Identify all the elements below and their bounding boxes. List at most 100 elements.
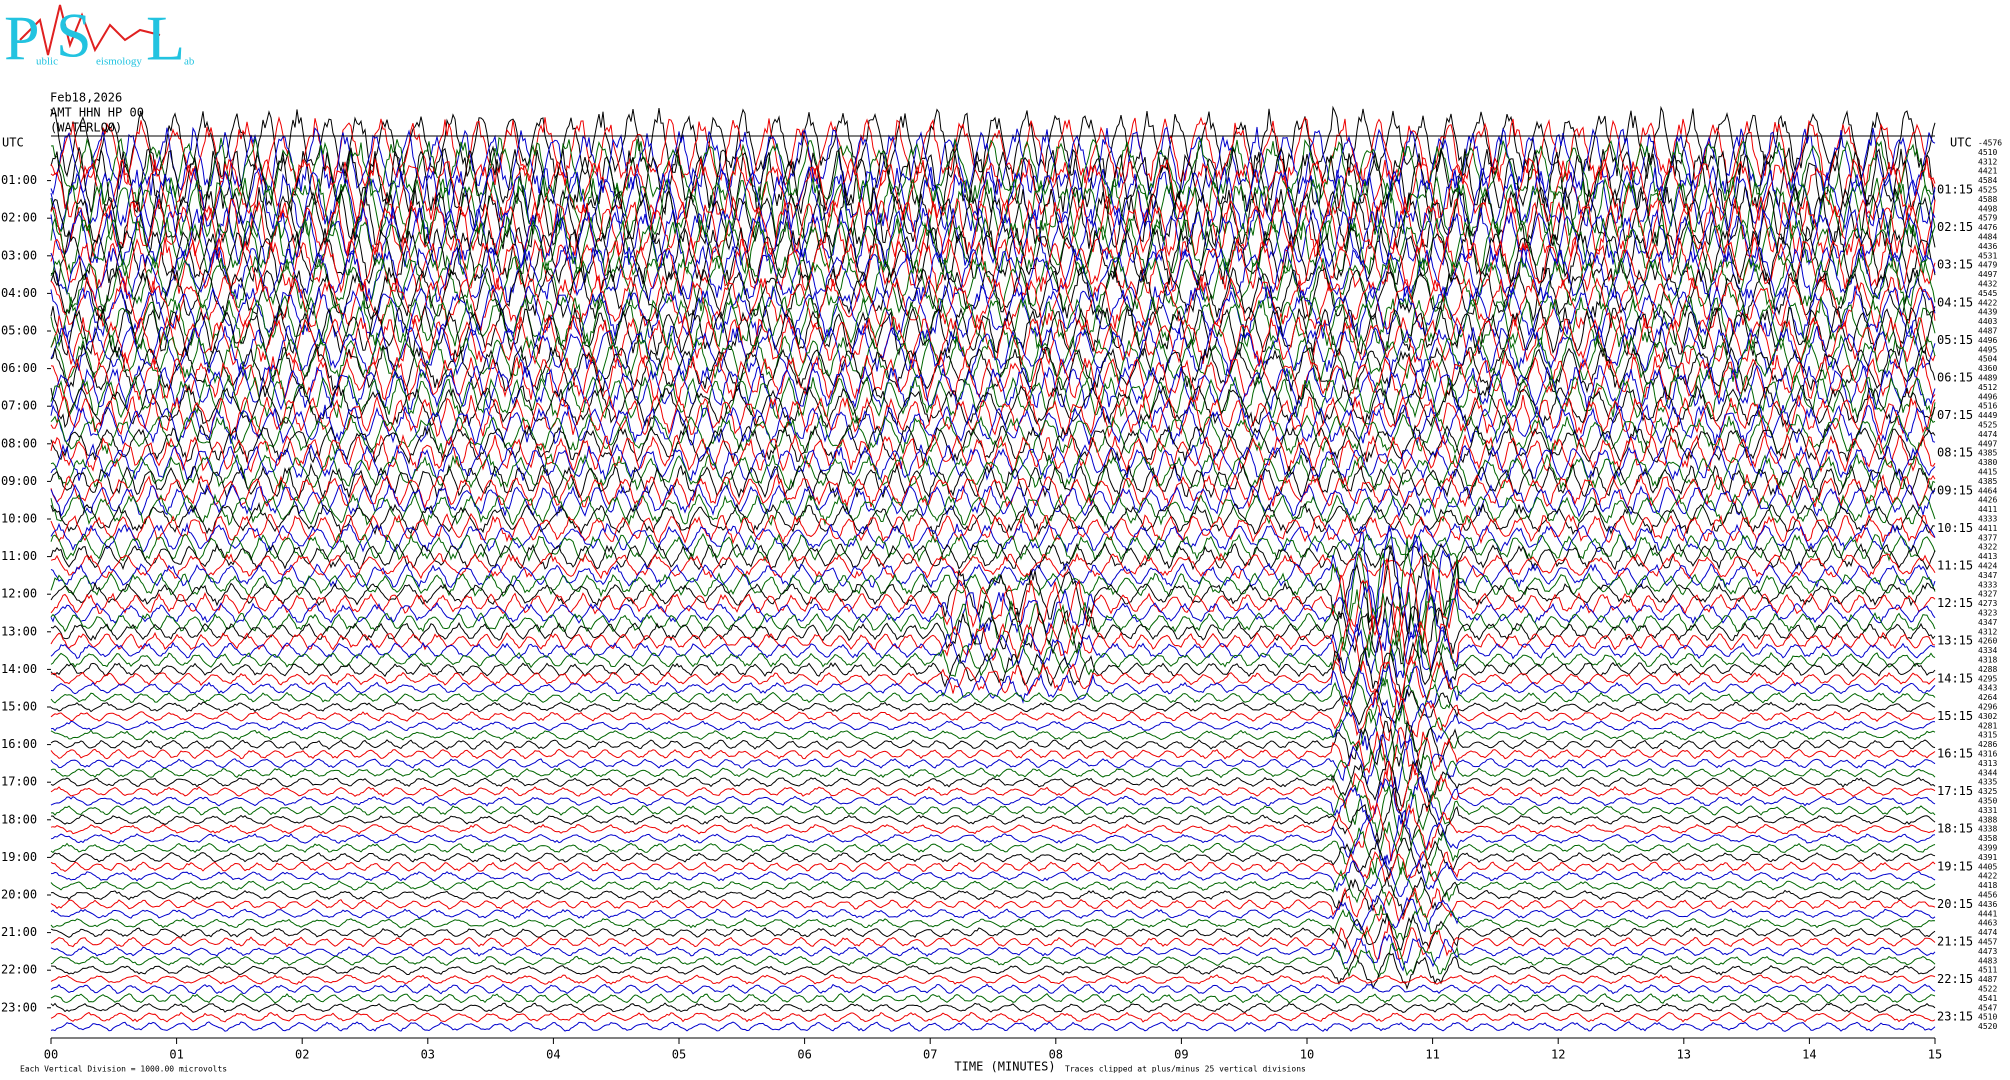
trace-count: 4418 <box>1978 881 1997 890</box>
trace <box>50 983 1936 995</box>
hour-label: 07:00 <box>1 399 37 413</box>
trace <box>50 413 1936 456</box>
hour-label: 01:00 <box>1 173 37 187</box>
date: Feb18,2026 <box>50 91 122 105</box>
trace <box>50 473 1936 509</box>
trace <box>50 894 1936 933</box>
trace <box>50 785 1936 844</box>
x-tick-label: 05 <box>672 1048 686 1062</box>
trace-count: 4347 <box>1978 618 1997 627</box>
hour-label: 04:15 <box>1937 295 1973 309</box>
trace-count: 4463 <box>1978 919 1997 928</box>
footer-division: Each Vertical Division = 1000.00 microvo… <box>20 1065 227 1074</box>
logo-letter: S <box>56 0 92 71</box>
trace <box>50 850 1936 883</box>
trace-count: 4487 <box>1978 327 1997 336</box>
trace <box>50 501 1936 536</box>
channel: AMT HHN HP 00 <box>50 106 144 120</box>
x-tick-label: 14 <box>1802 1048 1816 1062</box>
trace-count: 4421 <box>1978 167 1997 176</box>
trace-count: 4516 <box>1978 402 1997 411</box>
trace-count: 4333 <box>1978 580 1997 589</box>
trace <box>50 1011 1936 1023</box>
hour-label: 21:00 <box>1 925 37 939</box>
trace-count: 4510 <box>1978 148 1997 157</box>
x-tick-label: 15 <box>1928 1048 1942 1062</box>
trace-count: 4525 <box>1978 186 1997 195</box>
trace <box>50 942 1936 978</box>
x-tick-label: 03 <box>421 1048 435 1062</box>
trace <box>50 663 1936 716</box>
hour-label: 02:15 <box>1937 220 1973 234</box>
trace <box>50 364 1936 411</box>
trace <box>50 532 1936 563</box>
trace <box>50 403 1936 446</box>
hour-label: 08:00 <box>1 436 37 450</box>
trace-count: 4424 <box>1978 562 1997 571</box>
trace <box>50 558 1936 644</box>
x-tick-label: 09 <box>1174 1048 1188 1062</box>
trace-count: 4327 <box>1978 590 1997 599</box>
trace <box>50 688 1936 726</box>
trace <box>50 654 1936 708</box>
x-tick-label: 01 <box>169 1048 183 1062</box>
trace <box>50 904 1936 941</box>
trace-count: 4377 <box>1978 533 1997 542</box>
trace-count: 4497 <box>1978 439 1997 448</box>
trace-count: 4323 <box>1978 609 1997 618</box>
trace <box>50 760 1936 815</box>
trace-count: 4531 <box>1978 251 1997 260</box>
trace <box>50 837 1936 878</box>
trace-count: 4545 <box>1978 289 1997 298</box>
hour-label: 14:00 <box>1 662 37 676</box>
trace <box>50 165 1936 233</box>
hour-label: 18:15 <box>1937 822 1973 836</box>
trace <box>50 809 1936 866</box>
hour-label: 18:00 <box>1 812 37 826</box>
hour-label: 08:15 <box>1937 446 1973 460</box>
hour-label: 02:00 <box>1 211 37 225</box>
trace <box>50 1021 1936 1032</box>
trace-count: 4286 <box>1978 740 1997 749</box>
trace <box>50 525 1936 622</box>
trace-count: 4487 <box>1978 975 1997 984</box>
trace-count: 4457 <box>1978 938 1997 947</box>
trace-count: 4360 <box>1978 364 1997 373</box>
trace <box>50 726 1936 782</box>
hour-label: 05:15 <box>1937 333 1973 347</box>
trace <box>50 641 1936 700</box>
trace-count: 4441 <box>1978 909 1997 918</box>
trace-count: 4295 <box>1978 674 1997 683</box>
trace <box>50 393 1936 439</box>
trace <box>50 333 1936 385</box>
hour-label: 20:15 <box>1937 897 1973 911</box>
trace-count: 4411 <box>1978 524 1997 533</box>
hour-label: 07:15 <box>1937 408 1973 422</box>
trace <box>50 776 1936 828</box>
trace <box>50 552 1936 580</box>
hour-label: 20:00 <box>1 888 37 902</box>
logo-wave <box>19 4 161 56</box>
station: (WATERLOO) <box>50 121 122 135</box>
x-title: TIME (MINUTES) <box>954 1060 1055 1074</box>
trace-count: 4426 <box>1978 496 1997 505</box>
trace <box>50 373 1936 420</box>
logo: P S L ublic eismology ab <box>4 0 195 74</box>
hour-label: 23:15 <box>1937 1010 1973 1024</box>
trace-count: 4496 <box>1978 392 1997 401</box>
hour-label: 19:00 <box>1 850 37 864</box>
trace <box>50 205 1936 269</box>
hour-label: 12:00 <box>1 587 37 601</box>
trace <box>50 617 1936 679</box>
x-tick-label: 08 <box>1049 1048 1063 1062</box>
trace <box>50 885 1936 924</box>
hour-label: 13:00 <box>1 624 37 638</box>
trace-count: 4511 <box>1978 966 1997 975</box>
trace <box>50 974 1936 985</box>
trace-count: 4479 <box>1978 261 1997 270</box>
trace-count: 4495 <box>1978 345 1997 354</box>
trace <box>50 630 1936 687</box>
trace-count: -4576 <box>1978 139 2002 148</box>
trace <box>50 126 1936 197</box>
hour-label: 03:15 <box>1937 258 1973 272</box>
